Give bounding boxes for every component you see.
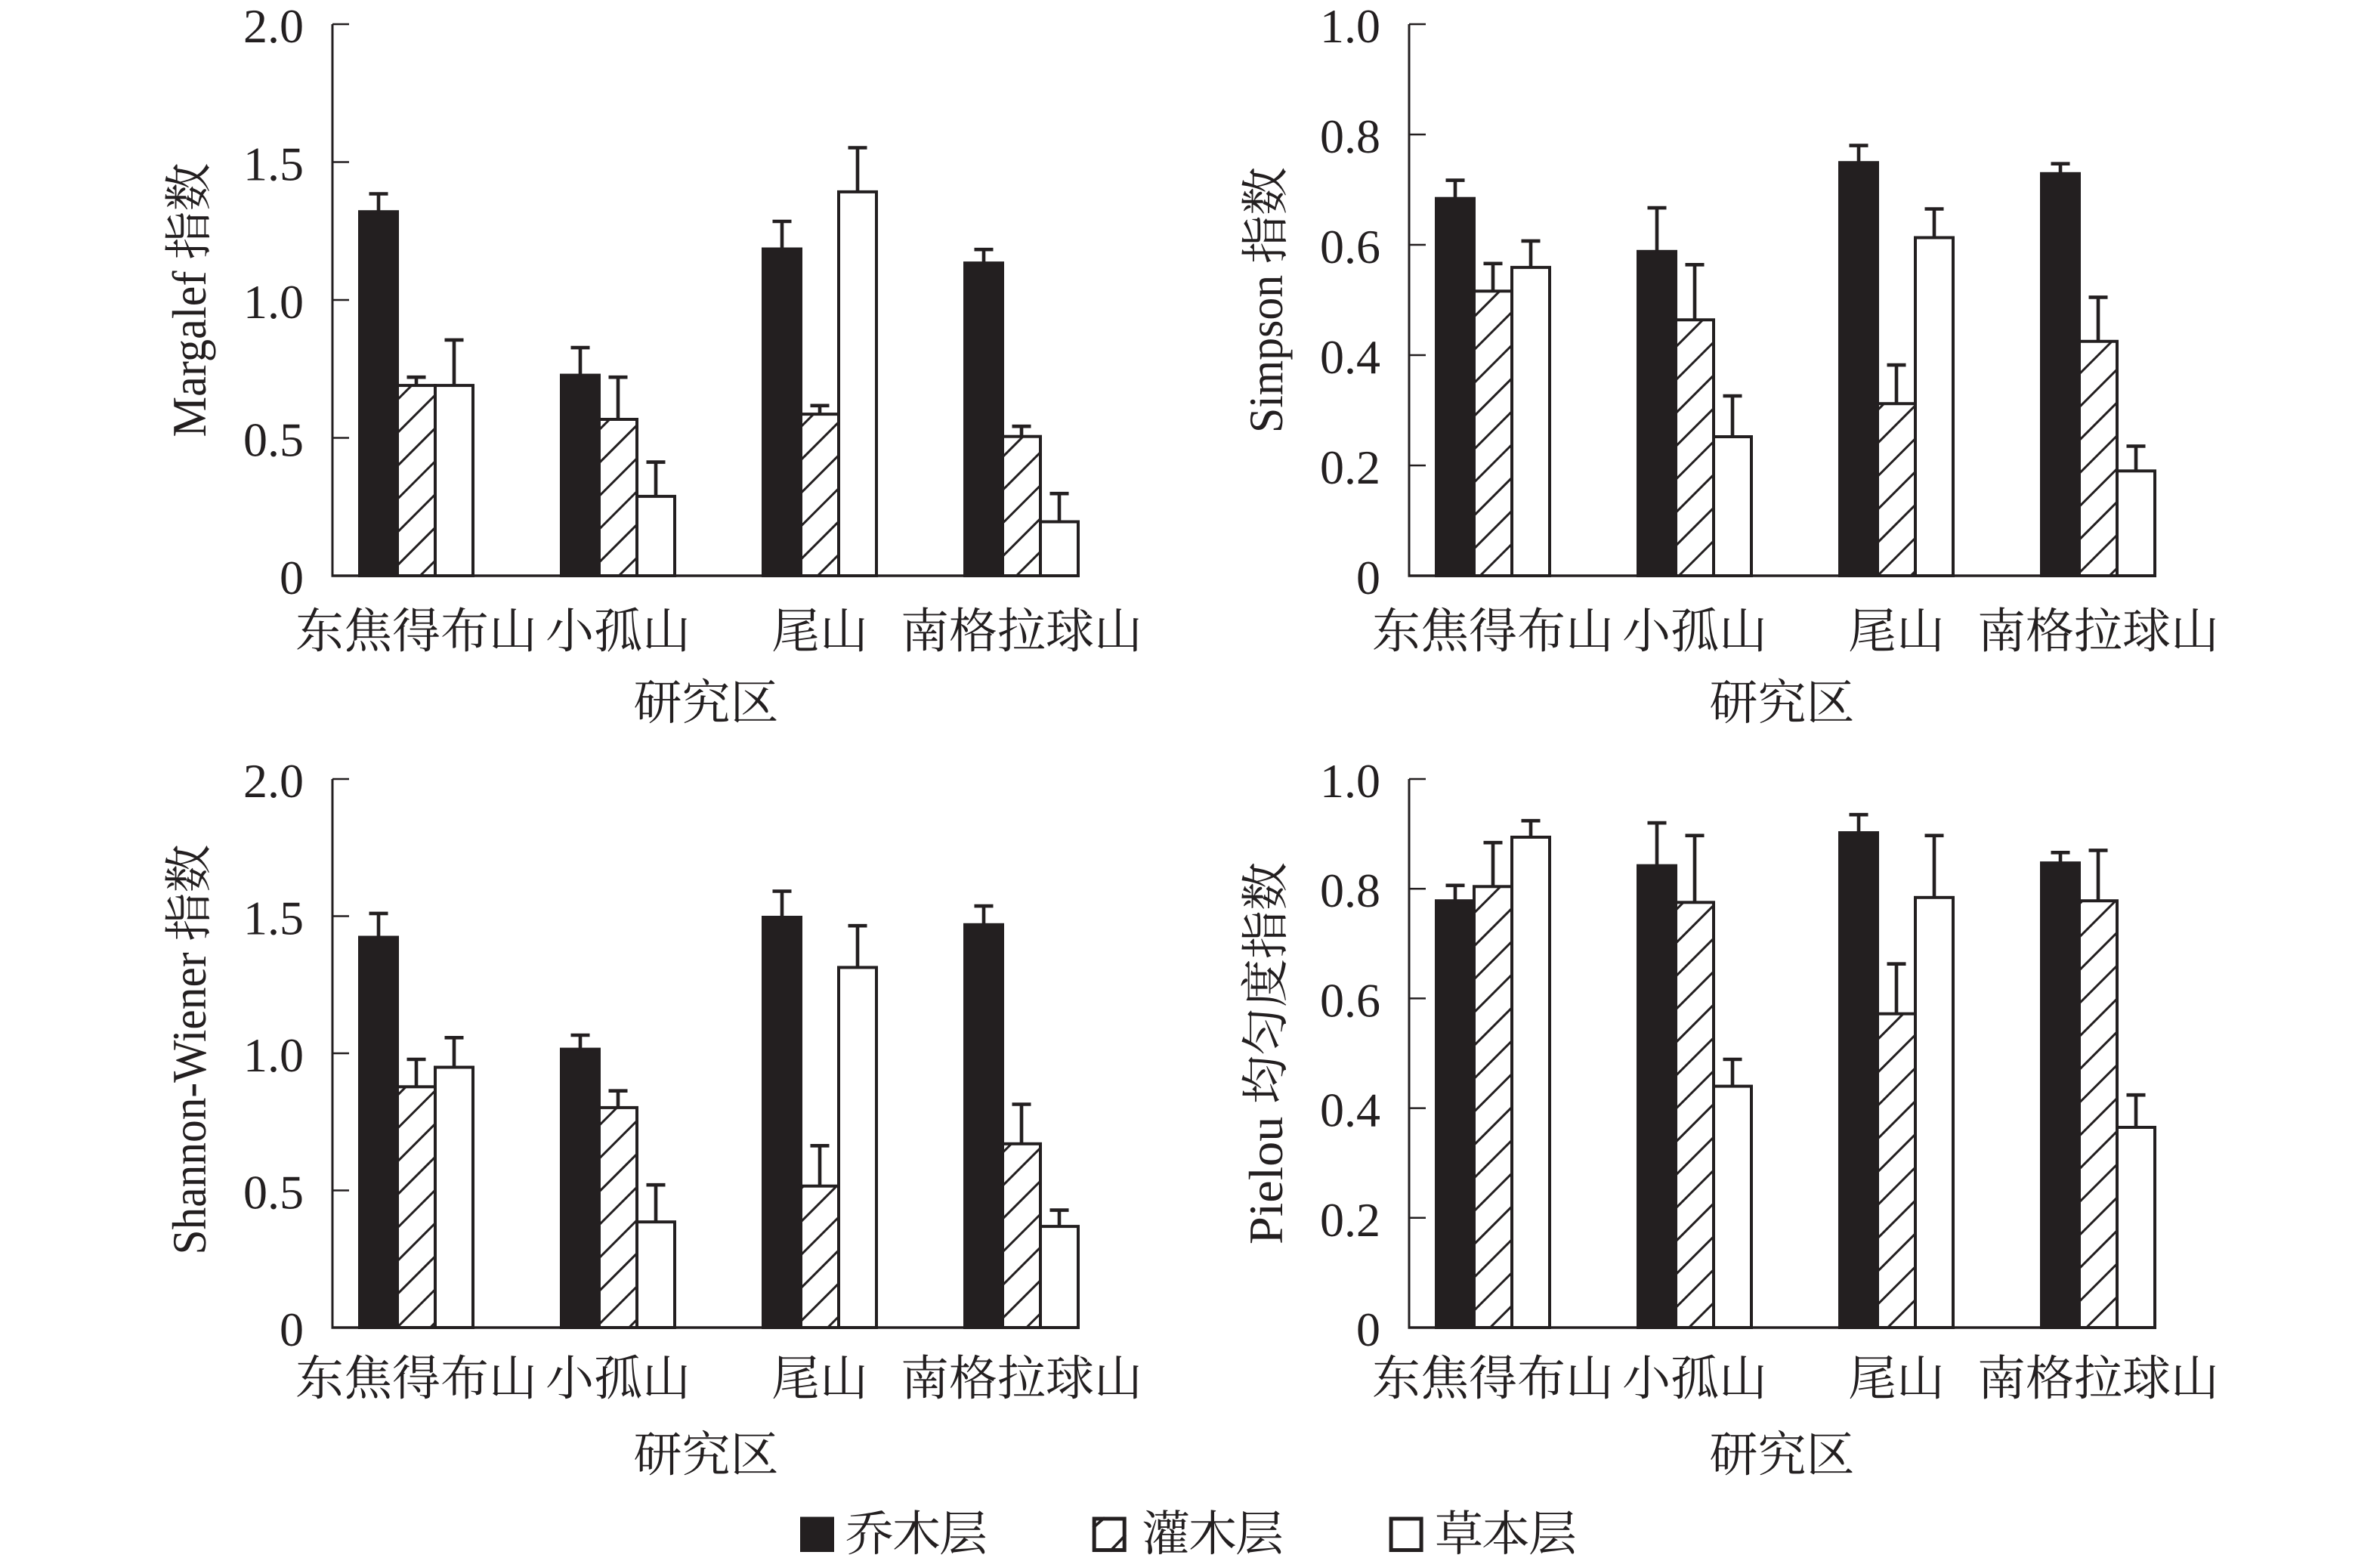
svg-text:1.0: 1.0: [243, 275, 304, 329]
svg-text:1.5: 1.5: [243, 138, 304, 191]
svg-text:2.0: 2.0: [243, 754, 304, 808]
svg-text:0.5: 0.5: [243, 413, 304, 467]
svg-text:0.4: 0.4: [1320, 1084, 1380, 1137]
svg-text:Margalef: Margalef: [162, 260, 216, 437]
svg-text:0.6: 0.6: [1320, 220, 1380, 274]
svg-text:Pielou: Pielou: [1239, 1104, 1293, 1244]
svg-text:Shannon-Wiener: Shannon-Wiener: [162, 941, 216, 1255]
svg-text:1.0: 1.0: [1320, 0, 1380, 53]
svg-text:0.5: 0.5: [243, 1166, 304, 1220]
svg-text:0.8: 0.8: [1320, 864, 1380, 917]
svg-text:0.8: 0.8: [1320, 110, 1380, 163]
svg-text:0.2: 0.2: [1320, 441, 1380, 494]
svg-text:1.5: 1.5: [243, 892, 304, 945]
svg-text:0: 0: [1356, 551, 1380, 604]
svg-text:Simpson: Simpson: [1239, 264, 1293, 433]
svg-text:1.0: 1.0: [1320, 754, 1380, 808]
svg-text:0: 0: [280, 1303, 304, 1356]
svg-text:1.0: 1.0: [243, 1028, 304, 1082]
svg-text:0: 0: [280, 551, 304, 604]
svg-text:0: 0: [1356, 1303, 1380, 1356]
svg-text:2.0: 2.0: [243, 0, 304, 53]
svg-text:0.2: 0.2: [1320, 1193, 1380, 1247]
svg-text:0.4: 0.4: [1320, 330, 1380, 384]
svg-text:0.6: 0.6: [1320, 973, 1380, 1027]
